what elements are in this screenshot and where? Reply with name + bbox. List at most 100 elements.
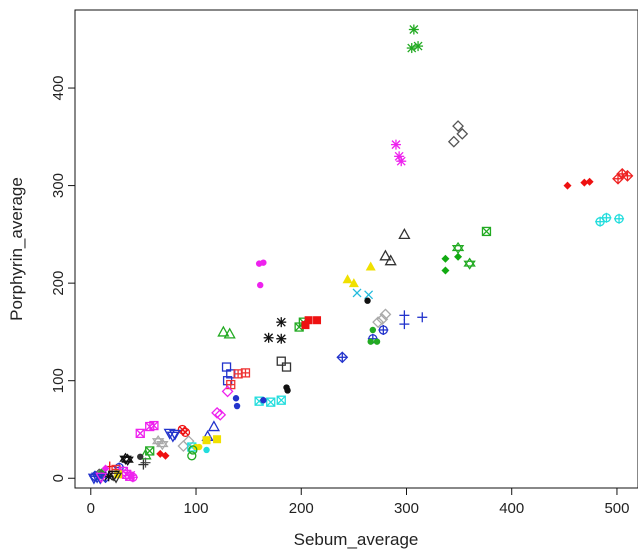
data-point: [601, 212, 612, 223]
data-point: [240, 368, 251, 378]
data-point: [233, 402, 241, 410]
data-point: [211, 406, 223, 419]
y-tick-label: 100: [50, 368, 67, 393]
data-point: [365, 261, 376, 271]
data-point: [367, 338, 374, 345]
x-axis-ticks: 0 100 200 300 400 500: [87, 488, 629, 517]
x-tick-label: 100: [184, 500, 209, 517]
data-point: [390, 139, 401, 150]
data-point: [276, 317, 287, 328]
data-point: [161, 451, 170, 460]
data-point: [217, 325, 230, 337]
data-point: [379, 249, 392, 261]
data-point: [441, 254, 450, 263]
data-point: [447, 135, 460, 148]
data-point: [156, 437, 169, 451]
data-point: [114, 470, 123, 479]
data-point: [304, 316, 313, 325]
y-axis-title: Porphyrin_average: [7, 177, 26, 321]
data-point: [378, 324, 389, 335]
data-point: [95, 472, 108, 484]
data-point: [364, 297, 371, 304]
data-point: [399, 310, 410, 321]
data-point: [188, 445, 198, 455]
data-point: [398, 228, 411, 240]
data-point: [614, 213, 625, 224]
data-point: [180, 427, 191, 438]
data-point: [168, 429, 182, 441]
data-point: [207, 420, 221, 432]
x-tick-label: 400: [499, 500, 524, 517]
data-point: [417, 312, 428, 323]
data-point: [454, 252, 463, 261]
data-point: [396, 156, 407, 167]
data-point: [369, 326, 377, 334]
y-tick-label: 300: [50, 173, 67, 198]
data-point: [109, 472, 123, 484]
data-point: [580, 178, 589, 187]
data-point: [342, 274, 353, 284]
data-point: [408, 24, 419, 35]
data-point: [263, 332, 274, 343]
data-point: [481, 226, 492, 237]
data-point: [214, 408, 227, 421]
data-point: [87, 473, 101, 485]
x-tick-label: 300: [394, 500, 419, 517]
x-axis-title: Sebum_average: [294, 530, 419, 549]
data-point: [621, 169, 634, 182]
data-point: [373, 338, 381, 345]
data-point: [145, 421, 155, 432]
data-point: [266, 397, 276, 407]
data-point: [232, 395, 240, 402]
data-point: [221, 385, 234, 398]
data-point: [352, 288, 362, 298]
data-point: [257, 281, 264, 289]
plot-frame: [74, 9, 638, 489]
data-point: [213, 435, 222, 444]
data-points: [87, 24, 634, 485]
data-point: [125, 470, 136, 481]
data-point: [203, 446, 210, 454]
data-point: [456, 127, 469, 140]
y-axis-ticks: 0 100 200 300 400: [50, 76, 75, 482]
data-point: [441, 266, 450, 275]
data-point: [451, 241, 465, 255]
data-point: [166, 431, 179, 443]
data-point: [281, 362, 292, 372]
data-point: [121, 453, 134, 466]
x-tick-label: 200: [289, 500, 314, 517]
data-point: [137, 453, 144, 460]
data-point: [399, 319, 410, 330]
data-point: [226, 379, 236, 390]
data-point: [127, 472, 138, 483]
data-point: [276, 395, 286, 405]
data-point: [101, 464, 110, 473]
data-point: [313, 316, 322, 325]
data-point: [138, 459, 149, 470]
data-point: [223, 327, 236, 339]
y-tick-label: 200: [50, 271, 67, 296]
data-point: [585, 177, 594, 186]
data-point: [384, 254, 397, 266]
data-point: [284, 387, 291, 394]
data-point: [364, 290, 374, 300]
y-tick-label: 400: [50, 76, 67, 101]
data-point: [616, 167, 629, 180]
data-point: [379, 308, 392, 321]
data-point: [135, 428, 145, 439]
data-point: [301, 321, 310, 330]
data-point: [260, 397, 267, 404]
data-point: [202, 436, 211, 445]
data-point: [563, 181, 572, 190]
data-point: [145, 446, 155, 456]
data-point: [177, 440, 190, 452]
data-point: [348, 278, 359, 288]
data-point: [276, 356, 286, 366]
data-point: [140, 457, 151, 468]
data-point: [406, 43, 417, 54]
data-point: [276, 333, 287, 344]
x-tick-label: 0: [87, 500, 95, 517]
data-point: [452, 120, 464, 133]
